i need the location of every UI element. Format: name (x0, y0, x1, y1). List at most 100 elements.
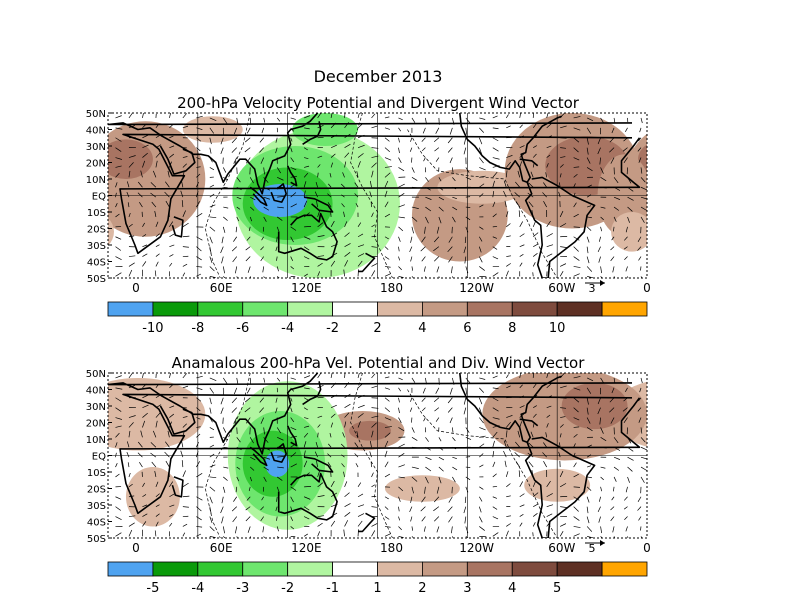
wind-arrow (479, 464, 484, 468)
wind-arrow (330, 220, 335, 228)
wind-arrow (317, 470, 321, 478)
wind-arrow (155, 513, 160, 517)
wind-arrow (341, 203, 345, 208)
coastline (459, 373, 562, 444)
wind-arrow (165, 460, 170, 468)
wind-arrow (209, 266, 215, 272)
wind-arrow (290, 377, 296, 380)
wind-arrow (610, 256, 615, 262)
wind-arrow (573, 407, 579, 413)
wind-arrow (612, 266, 615, 273)
wind-arrow (530, 171, 534, 178)
wind-arrow (357, 161, 361, 168)
wind-arrow (506, 255, 512, 257)
lon-tick-label: 60W (548, 281, 575, 295)
colorbar-swatch (422, 301, 468, 317)
wind-arrow (357, 513, 365, 517)
wind-arrow (115, 203, 118, 208)
wind-arrow (317, 155, 323, 158)
wind-arrow (505, 270, 509, 277)
wind-arrow (559, 470, 564, 478)
wind-arrow (275, 407, 278, 414)
wind-arrow (613, 226, 615, 232)
wind-arrow (503, 450, 507, 458)
wind-arrow (479, 157, 484, 164)
wind-arrow (236, 456, 242, 460)
wind-arrow (600, 437, 607, 442)
colorbar-swatch (377, 301, 423, 317)
wind-arrow (447, 147, 453, 153)
wind-arrow (492, 157, 500, 160)
wind-arrow (560, 246, 568, 248)
wind-arrow (236, 196, 242, 200)
wind-arrow (150, 192, 157, 198)
wind-arrow (433, 236, 440, 243)
wind-arrow (344, 260, 349, 267)
wind-arrow (220, 137, 224, 145)
colorbar-swatch (556, 301, 603, 317)
wind-arrow (196, 417, 201, 420)
wind-arrow (244, 397, 251, 403)
wind-arrow (506, 155, 513, 158)
wind-arrow (290, 167, 297, 171)
wind-arrow (142, 513, 148, 517)
wind-arrow (263, 456, 270, 460)
wind-arrow (222, 117, 228, 124)
wind-arrow (384, 496, 389, 500)
wind-arrow (357, 253, 365, 257)
wind-arrow (492, 397, 499, 402)
wind-arrow (586, 427, 593, 432)
shaded-region (23, 383, 89, 429)
wind-arrow (423, 417, 426, 422)
wind-arrow (464, 496, 467, 504)
wind-arrow (434, 407, 440, 412)
colorbar-swatch (511, 301, 558, 317)
wind-arrow (330, 373, 333, 379)
wind-arrow (259, 407, 264, 413)
colorbar-swatch (242, 301, 289, 317)
wind-arrow (165, 181, 170, 188)
wind-arrow (357, 113, 360, 119)
colorbar-tick-label: 1 (373, 581, 381, 596)
wind-arrow (465, 437, 472, 440)
wind-arrow (209, 464, 216, 468)
wind-arrow (196, 433, 201, 438)
wind-arrow (384, 166, 392, 168)
wind-arrow (303, 190, 306, 198)
wind-arrow (155, 253, 160, 257)
wind-arrow (276, 536, 280, 538)
wind-arrow (452, 276, 454, 278)
wind-arrow (438, 216, 442, 224)
wind-arrow (357, 144, 365, 148)
wind-arrow (613, 437, 619, 444)
wind-arrow (586, 486, 592, 491)
wind-arrow (303, 506, 310, 511)
lat-tick-label: 10S (87, 468, 106, 479)
wind-arrow (384, 147, 390, 153)
wind-arrow (115, 256, 122, 261)
map-top (108, 113, 647, 278)
wind-arrow (479, 417, 484, 424)
lat-tick-label: 40S (87, 518, 106, 529)
wind-arrow (438, 177, 442, 182)
wind-arrow (276, 276, 280, 278)
wind-arrow (330, 144, 337, 148)
wind-arrow (613, 466, 620, 471)
shaded-region (782, 431, 800, 497)
wind-arrow (452, 216, 456, 223)
wind-arrow (263, 427, 265, 435)
wind-arrow (341, 194, 345, 198)
coastline (277, 212, 338, 261)
wind-arrow (586, 147, 589, 155)
wind-arrow (196, 397, 202, 402)
wind-arrow (452, 536, 454, 538)
wind-arrow (371, 422, 377, 428)
wind-arrow (637, 236, 642, 242)
shaded-region (0, 469, 51, 502)
wind-arrow (233, 496, 238, 502)
reference-vector-label: 5 (589, 542, 596, 555)
wind-arrow (451, 526, 453, 534)
wind-arrow (573, 147, 579, 153)
wind-arrow (154, 210, 157, 218)
wind-arrow (344, 421, 347, 428)
